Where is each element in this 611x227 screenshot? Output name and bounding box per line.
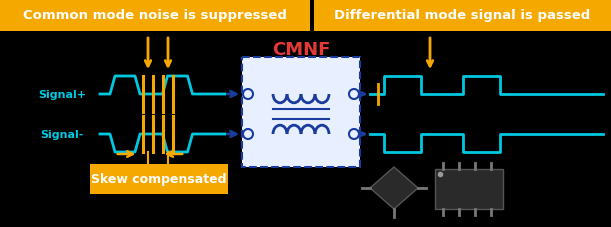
Bar — [314, 0, 611, 32]
Text: Skew compensated: Skew compensated — [91, 173, 227, 186]
Bar — [242, 58, 360, 167]
Text: Signal-: Signal- — [40, 129, 84, 139]
Text: CMNF: CMNF — [272, 41, 330, 59]
Text: Common mode noise is suppressed: Common mode noise is suppressed — [23, 10, 287, 22]
Bar — [435, 169, 503, 209]
Text: Differential mode signal is passed: Differential mode signal is passed — [334, 10, 591, 22]
Text: Signal+: Signal+ — [38, 90, 86, 100]
Polygon shape — [370, 167, 418, 209]
Bar — [0, 0, 310, 32]
Bar — [90, 164, 228, 194]
